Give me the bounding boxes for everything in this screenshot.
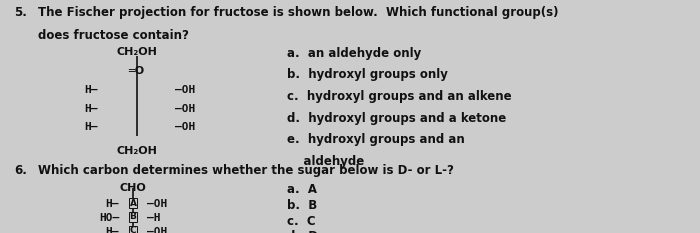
Text: c.  hydroxyl groups and an alkene: c. hydroxyl groups and an alkene [287,90,512,103]
Text: H—: H— [106,227,119,233]
Text: 5.: 5. [14,6,27,19]
Text: a.  an aldehyde only: a. an aldehyde only [287,47,421,60]
Text: CH₂OH: CH₂OH [116,146,157,156]
Text: —OH: —OH [175,122,195,132]
Text: —OH: —OH [147,199,167,209]
Text: The Fischer projection for fructose is shown below.  Which functional group(s): The Fischer projection for fructose is s… [38,6,559,19]
Text: aldehyde: aldehyde [287,155,364,168]
Text: 6.: 6. [14,164,27,177]
Text: d.  hydroxyl groups and a ketone: d. hydroxyl groups and a ketone [287,112,506,125]
Text: a.  A: a. A [287,183,317,196]
Text: —OH: —OH [175,85,195,95]
Text: Which carbon determines whether the sugar below is D- or L-?: Which carbon determines whether the suga… [38,164,454,177]
Text: H—: H— [106,199,119,209]
Text: —OH: —OH [175,104,195,114]
Text: d.  D: d. D [287,230,318,233]
Text: ═O: ═O [128,66,145,76]
Text: —H: —H [147,213,160,223]
Text: H—: H— [85,104,98,114]
Text: —OH: —OH [147,227,167,233]
Text: b.  hydroxyl groups only: b. hydroxyl groups only [287,68,448,81]
Text: H—: H— [85,85,98,95]
Text: CHO: CHO [120,183,146,193]
Text: HO—: HO— [99,213,119,223]
Text: H—: H— [85,122,98,132]
Text: b.  B: b. B [287,199,317,212]
Text: does fructose contain?: does fructose contain? [38,29,190,42]
Text: CH₂OH: CH₂OH [116,47,157,57]
Text: e.  hydroxyl groups and an: e. hydroxyl groups and an [287,133,465,146]
Text: A: A [130,199,136,208]
Text: c.  C: c. C [287,215,316,228]
Text: C: C [130,226,136,233]
Text: B: B [130,212,136,222]
